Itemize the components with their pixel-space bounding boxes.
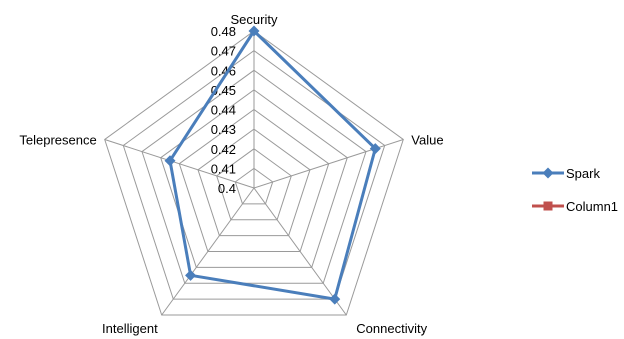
grid-ring — [216, 148, 292, 221]
axis-spoke — [253, 187, 347, 316]
radial-tick-labels: 0.40.410.420.430.440.450.460.470.48 — [211, 24, 236, 196]
grid-ring — [197, 128, 311, 237]
data-point — [185, 269, 197, 281]
tick-label: 0.48 — [211, 24, 236, 39]
axis-label-connectivity: Connectivity — [356, 321, 427, 336]
legend-marker-diamond — [542, 167, 554, 179]
data-point — [164, 155, 176, 167]
tick-label: 0.44 — [211, 103, 236, 118]
tick-label: 0.42 — [211, 142, 236, 157]
legend-label-column1: Column1 — [566, 199, 618, 214]
axis-labels: Security Value Connectivity Intelligent Tele… — [19, 12, 443, 336]
grid-ring — [141, 69, 367, 284]
tick-label: 0.41 — [211, 161, 236, 176]
data-point — [369, 143, 381, 155]
legend-label-spark: Spark — [566, 166, 600, 181]
radar-grid — [104, 30, 404, 316]
axis-label-value: Value — [411, 133, 443, 148]
axis-spoke — [104, 139, 255, 189]
tick-label: 0.47 — [211, 44, 236, 59]
tick-label: 0.4 — [218, 181, 236, 196]
grid-ring — [234, 167, 274, 205]
axis-label-telepresence: Telepresence — [19, 133, 96, 148]
data-point — [248, 25, 260, 37]
legend-marker-square — [543, 201, 553, 211]
series-line-spark — [168, 29, 377, 301]
data-point — [329, 293, 341, 305]
tick-label: 0.43 — [211, 122, 236, 137]
axis-spoke — [161, 187, 255, 316]
radar-spokes — [104, 31, 404, 316]
legend: Spark Column1 — [532, 166, 618, 214]
grid-ring — [178, 108, 330, 252]
axis-spoke — [253, 139, 404, 189]
axis-label-security: Security — [231, 12, 278, 27]
axis-label-intelligent: Intelligent — [102, 321, 158, 336]
grid-ring — [104, 30, 404, 316]
series-layer — [164, 25, 381, 305]
grid-ring — [160, 89, 348, 268]
grid-ring — [122, 49, 386, 300]
